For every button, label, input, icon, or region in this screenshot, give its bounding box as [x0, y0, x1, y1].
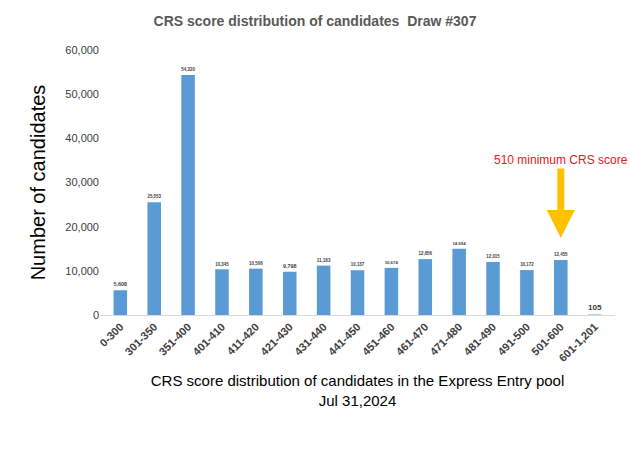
svg-text:421-430: 421-430	[258, 321, 295, 358]
svg-text:60,000: 60,000	[65, 44, 99, 56]
svg-text:40,000: 40,000	[65, 132, 99, 144]
svg-text:451-460: 451-460	[360, 321, 397, 358]
svg-text:441-450: 441-450	[326, 321, 363, 358]
svg-text:351-400: 351-400	[156, 321, 193, 358]
svg-text:54,320: 54,320	[181, 67, 195, 72]
svg-text:9,798: 9,798	[283, 263, 297, 269]
svg-text:12,015: 12,015	[486, 254, 500, 259]
svg-text:12,656: 12,656	[418, 251, 432, 256]
svg-text:10,674: 10,674	[385, 260, 399, 265]
svg-text:0-300: 0-300	[97, 321, 125, 349]
svg-text:105: 105	[588, 303, 602, 312]
svg-text:10,345: 10,345	[215, 262, 229, 267]
svg-text:CRS score distribution of cand: CRS score distribution of candidates in …	[151, 372, 565, 409]
svg-text:20,000: 20,000	[65, 221, 99, 233]
svg-text:14,994: 14,994	[452, 241, 466, 246]
svg-text:411-420: 411-420	[225, 321, 262, 358]
svg-text:11,183: 11,183	[317, 258, 331, 263]
svg-text:10,137: 10,137	[351, 262, 365, 267]
svg-text:5,608: 5,608	[114, 281, 128, 287]
svg-text:491-500: 491-500	[495, 321, 532, 358]
svg-text:481-490: 481-490	[461, 321, 498, 358]
svg-text:601-1,201: 601-1,201	[556, 321, 600, 365]
svg-text:461-470: 461-470	[394, 321, 431, 358]
svg-text:10,172: 10,172	[520, 262, 534, 267]
svg-text:25,553: 25,553	[147, 194, 161, 199]
svg-text:Number of candidates: Number of candidates	[27, 85, 49, 281]
svg-text:431-440: 431-440	[292, 321, 329, 358]
svg-text:301-350: 301-350	[122, 321, 159, 358]
svg-text:CRS score distribution of cand: CRS score distribution of candidates Dra…	[154, 13, 477, 29]
svg-text:50,000: 50,000	[65, 88, 99, 100]
svg-text:501-600: 501-600	[529, 321, 566, 358]
svg-text:30,000: 30,000	[65, 176, 99, 188]
svg-text:401-410: 401-410	[190, 321, 227, 358]
svg-text:10,000: 10,000	[65, 265, 99, 277]
svg-text:12,455: 12,455	[554, 252, 568, 257]
svg-text:0: 0	[93, 309, 99, 321]
svg-text:10,506: 10,506	[249, 261, 263, 266]
svg-text:510 minimum CRS score: 510 minimum CRS score	[494, 153, 628, 167]
svg-text:471-480: 471-480	[427, 321, 464, 358]
